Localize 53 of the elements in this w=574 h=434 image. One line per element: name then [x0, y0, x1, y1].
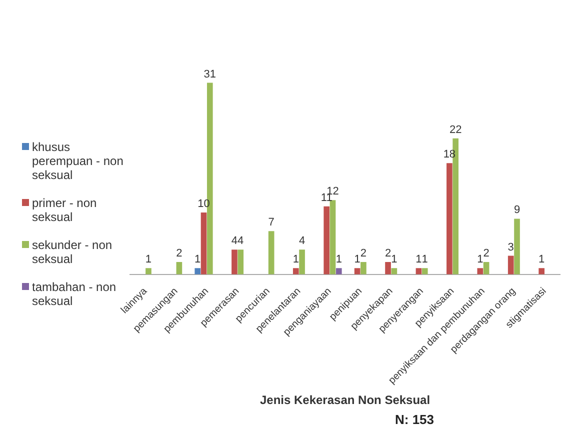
bar	[200, 212, 207, 274]
bar	[508, 256, 514, 274]
bar	[385, 262, 391, 274]
data-label: 7	[268, 216, 274, 229]
bar	[176, 262, 182, 274]
data-label: 2	[483, 248, 490, 260]
bar	[299, 250, 305, 274]
data-label: 2	[384, 248, 392, 260]
bar	[354, 268, 360, 274]
bar	[422, 268, 428, 274]
bar	[268, 231, 274, 274]
data-label: 1	[354, 254, 360, 266]
data-label: 1	[477, 254, 484, 266]
bar	[416, 268, 422, 274]
legend-label: sekunder - non seksual	[32, 238, 114, 266]
bar	[232, 250, 238, 274]
bar	[514, 218, 520, 274]
legend-label: primer - non seksual	[32, 196, 98, 224]
data-label: 1	[538, 254, 545, 266]
data-label: 1	[336, 254, 342, 266]
bar	[483, 262, 490, 274]
data-label: 4	[238, 235, 244, 248]
bar	[194, 268, 201, 274]
bar	[446, 163, 452, 274]
data-label: 1	[145, 254, 152, 266]
legend-label: khusus perempuan - non seksual	[32, 140, 124, 182]
data-label: 1	[391, 254, 398, 266]
text: N: 153	[395, 412, 434, 427]
data-label: 11	[320, 192, 332, 204]
data-label: 4	[231, 235, 238, 248]
bar	[292, 268, 299, 274]
data-label: 4	[298, 235, 306, 248]
bar	[324, 206, 330, 274]
legend-label: tambahan - non seksual	[32, 280, 116, 308]
bar	[477, 268, 484, 274]
bar	[238, 250, 244, 274]
data-label: 22	[449, 124, 462, 136]
data-label: 2	[360, 248, 367, 260]
x-axis-title: Jenis Kekerasan Non Seksual	[260, 393, 430, 408]
bar	[538, 268, 544, 274]
bar	[330, 200, 336, 274]
data-label: 1	[416, 254, 422, 266]
data-label: 1	[422, 254, 428, 266]
bar	[360, 262, 366, 274]
bar	[391, 268, 398, 274]
data-label: 1	[292, 254, 299, 266]
bar	[146, 268, 152, 274]
data-label: 1	[194, 254, 201, 266]
data-label: 2	[176, 248, 182, 260]
data-label: 9	[514, 204, 520, 216]
data-label: 31	[204, 68, 216, 80]
bar	[336, 268, 342, 274]
data-label: 3	[508, 241, 514, 254]
